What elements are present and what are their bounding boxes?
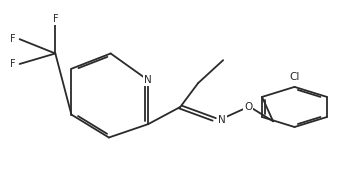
Text: O: O — [244, 102, 252, 112]
Text: N: N — [218, 115, 226, 125]
Text: F: F — [10, 34, 16, 44]
Text: Cl: Cl — [289, 72, 300, 82]
Text: F: F — [52, 14, 58, 24]
Text: N: N — [144, 75, 152, 85]
Text: F: F — [10, 59, 16, 69]
